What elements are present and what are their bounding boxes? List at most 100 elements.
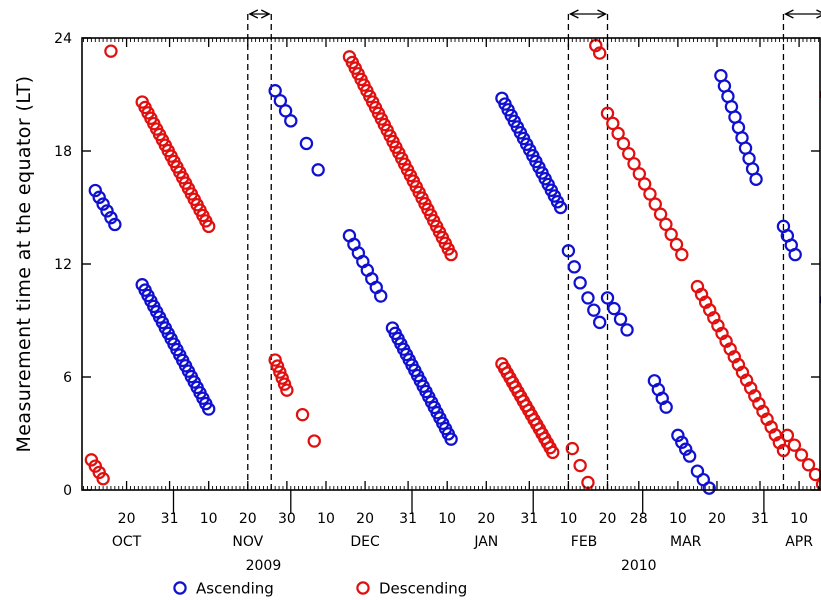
x-tick-label: 31	[520, 511, 538, 527]
x-tick-label: 30	[278, 511, 296, 527]
descending-point	[776, 443, 791, 458]
descending-point	[611, 126, 625, 141]
period-arrow-head-right	[816, 9, 821, 19]
x-month-label: NOV	[232, 534, 263, 550]
ascending-point	[581, 291, 595, 305]
ascending-point	[374, 289, 388, 303]
descending-point	[648, 197, 662, 211]
descending-point	[815, 477, 821, 491]
x-tick-label: 31	[161, 511, 179, 527]
descending-point	[664, 227, 678, 242]
x-month-label: DEC	[350, 534, 380, 550]
x-tick-label: 10	[200, 511, 218, 527]
period-arrow-head-left	[248, 9, 259, 19]
ascending-point	[600, 291, 615, 305]
x-year-label: 2010	[621, 558, 657, 574]
ascending-point	[96, 197, 110, 211]
descending-point	[637, 177, 652, 191]
legend: Ascending Descending	[173, 580, 467, 598]
period-arrow-head-left	[784, 9, 794, 19]
ascending-point	[88, 183, 102, 198]
ascending-point	[682, 449, 697, 463]
descending-point	[273, 365, 287, 379]
ascending-point	[702, 481, 716, 495]
descending-point	[659, 217, 673, 232]
ascending-point	[92, 190, 106, 205]
descending-point	[669, 237, 684, 252]
legend-descending-marker	[356, 581, 370, 595]
ascending-point	[561, 244, 576, 258]
ascending-point	[201, 402, 216, 416]
descending-point	[616, 136, 631, 151]
y-axis-title: Measurement time at the equator (LT)	[13, 76, 35, 453]
descending-point	[622, 146, 636, 161]
ascending-point	[587, 303, 601, 317]
x-tick-label: 10	[438, 511, 456, 527]
y-tick-label: 12	[54, 257, 72, 273]
period-arrow-head-right	[597, 9, 607, 19]
ascending-point	[659, 400, 673, 414]
x-tick-label: 10	[559, 511, 577, 527]
descending-point	[268, 353, 282, 367]
ascending-point	[679, 442, 693, 456]
ascending-point	[104, 210, 118, 225]
y-tick-label: 18	[54, 144, 72, 160]
descending-point	[546, 445, 560, 460]
x-month-label: JAN	[473, 534, 498, 550]
x-tick-label: 20	[599, 511, 617, 527]
x-tick-label: 31	[751, 511, 769, 527]
descending-point	[632, 167, 647, 181]
x-tick-label: 10	[790, 511, 808, 527]
data-points-layer	[84, 38, 821, 495]
ascending-point	[108, 217, 122, 232]
descending-point	[606, 116, 620, 131]
x-month-label: MAR	[670, 534, 702, 550]
y-tick-label: 0	[63, 483, 72, 499]
legend-ascending-label: Ascending	[196, 580, 274, 598]
descending-point	[653, 207, 668, 221]
ascending-point	[311, 163, 325, 177]
ascending-point	[592, 315, 607, 330]
x-month-label: APR	[785, 534, 813, 550]
descending-point	[275, 371, 289, 385]
descending-point	[277, 377, 292, 391]
x-month-label: FEB	[571, 534, 598, 550]
descending-point	[794, 448, 809, 462]
period-arrow-head-left	[568, 9, 579, 19]
period-arrow-head-right	[260, 9, 271, 19]
descending-point	[780, 428, 795, 443]
descending-point	[444, 247, 458, 262]
legend-descending-label: Descending	[379, 580, 467, 598]
ascending-point	[553, 200, 568, 215]
x-tick-label: 20	[356, 511, 374, 527]
x-year-label: 2009	[246, 558, 282, 574]
x-tick-label: 28	[630, 511, 648, 527]
x-tick-label: 20	[239, 511, 257, 527]
descending-point	[643, 187, 657, 201]
x-tick-label: 20	[118, 511, 136, 527]
descending-point	[104, 44, 118, 58]
ascending-point	[100, 204, 114, 218]
ascending-point	[284, 114, 298, 128]
ascending-point	[278, 104, 293, 118]
ascending-point	[268, 84, 282, 98]
descending-point	[295, 407, 310, 422]
descending-point	[592, 46, 607, 60]
descending-point	[280, 383, 294, 397]
x-tick-label: 10	[317, 511, 335, 527]
ascending-point	[613, 312, 628, 326]
descending-point	[801, 458, 816, 472]
ascending-point	[788, 247, 802, 262]
ascending-point	[567, 260, 581, 274]
ascending-point	[299, 136, 314, 151]
ascending-point	[273, 94, 288, 108]
x-tick-label: 20	[708, 511, 726, 527]
x-month-label: OCT	[112, 534, 142, 550]
ascending-point	[749, 172, 763, 186]
descending-point	[627, 157, 641, 171]
ascending-point	[607, 301, 621, 316]
descending-point	[600, 106, 615, 121]
x-tick-label: 20	[477, 511, 495, 527]
legend-ascending-marker	[173, 581, 187, 595]
y-tick-label: 6	[63, 370, 72, 386]
